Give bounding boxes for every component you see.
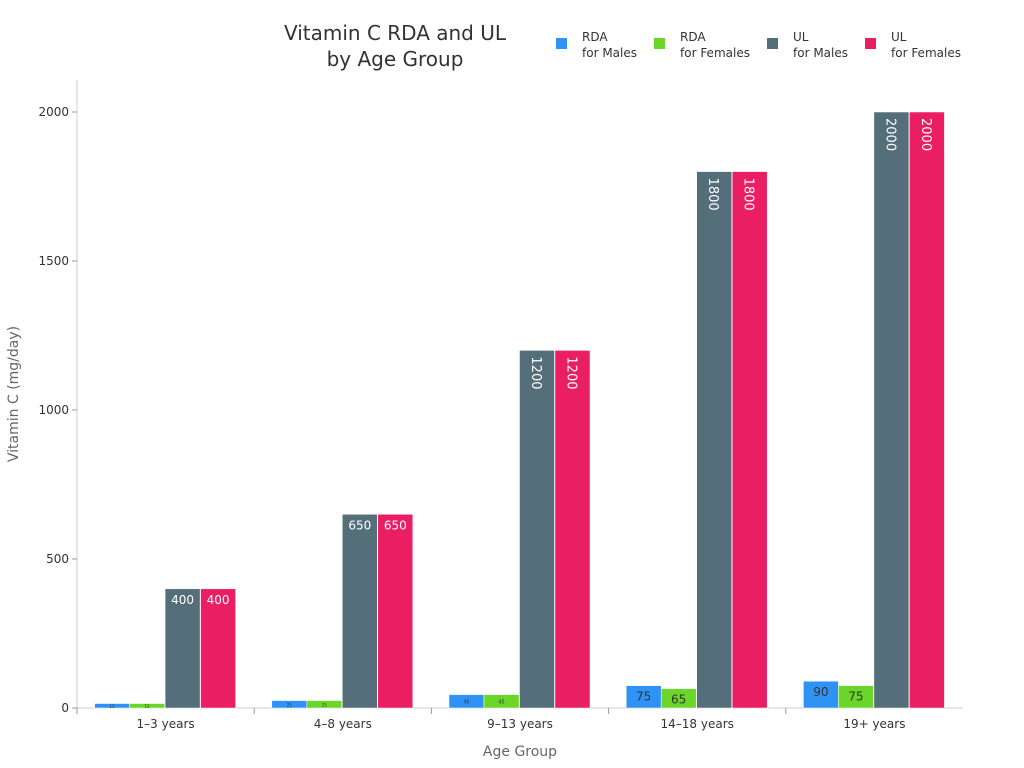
legend-swatch [654, 38, 665, 49]
data-label: 25 [322, 702, 328, 707]
legend-label: for Females [891, 46, 961, 60]
y-tick-label: 500 [46, 552, 69, 566]
data-label: 2000 [882, 118, 897, 151]
bar [342, 514, 378, 709]
data-label: 90 [813, 685, 828, 699]
x-tick-label: 4–8 years [314, 717, 372, 731]
data-label: 650 [348, 518, 371, 532]
data-label: 15 [110, 704, 116, 709]
x-axis-label: Age Group [483, 744, 557, 760]
data-label: 400 [171, 593, 194, 607]
bar [519, 350, 555, 709]
legend-swatch [767, 38, 778, 49]
data-label: 45 [463, 699, 469, 705]
data-label: 2000 [918, 118, 933, 151]
bar [696, 171, 732, 709]
legend-label: UL [793, 30, 809, 44]
x-tick-label: 14–18 years [661, 717, 734, 731]
bar [554, 350, 591, 709]
y-axis-label: Vitamin C (mg/day) [6, 326, 22, 462]
chart-title: Vitamin C RDA and UL [284, 21, 507, 45]
bar [803, 680, 839, 709]
data-label: 75 [848, 690, 863, 704]
x-tick-label: 19+ years [843, 717, 905, 731]
bar [129, 703, 165, 709]
bar [731, 171, 768, 709]
data-label: 650 [384, 518, 407, 532]
x-tick-label: 9–13 years [487, 717, 553, 731]
data-label: 45 [498, 699, 504, 705]
y-tick-label: 0 [61, 701, 69, 715]
legend-swatch [556, 38, 567, 49]
legend-label: RDA [582, 30, 608, 44]
bar [483, 694, 520, 709]
bar [306, 700, 343, 709]
legend-label: for Females [680, 46, 750, 60]
chart-title: by Age Group [327, 47, 464, 71]
data-label: 400 [207, 593, 230, 607]
bar [909, 111, 945, 709]
data-label: 15 [145, 704, 151, 709]
data-label: 75 [636, 690, 651, 704]
bar [200, 588, 236, 709]
bar [838, 685, 874, 709]
bar [660, 688, 697, 709]
y-tick-label: 2000 [38, 105, 69, 119]
legend-swatch [865, 38, 876, 49]
bar [377, 514, 414, 709]
data-label: 1200 [528, 356, 543, 389]
data-label: 65 [671, 693, 686, 707]
y-tick-label: 1500 [38, 254, 69, 268]
data-label: 1800 [741, 178, 756, 211]
y-tick-label: 1000 [38, 403, 69, 417]
bar [164, 588, 201, 709]
data-label: 1200 [564, 356, 579, 389]
bar [873, 111, 910, 709]
legend-label: for Males [582, 46, 637, 60]
legend-label: UL [891, 30, 907, 44]
legend-label: for Males [793, 46, 848, 60]
data-label: 25 [287, 702, 293, 707]
data-label: 1800 [705, 178, 720, 211]
legend-label: RDA [680, 30, 706, 44]
x-tick-label: 1–3 years [137, 717, 195, 731]
